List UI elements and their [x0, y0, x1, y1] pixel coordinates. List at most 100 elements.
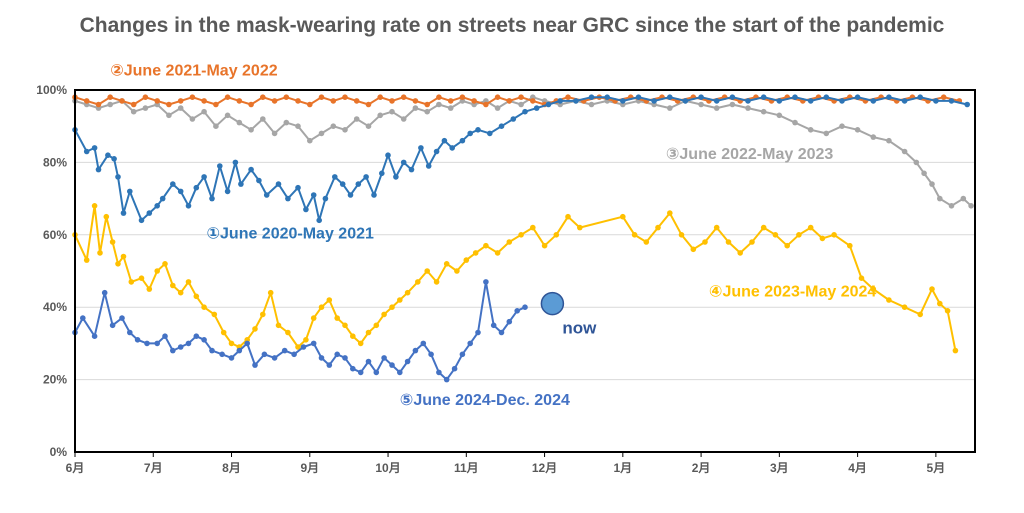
data-point: [776, 112, 783, 119]
data-point: [901, 304, 908, 311]
data-point: [506, 98, 513, 104]
data-point: [381, 311, 387, 318]
data-point: [295, 184, 301, 191]
data-point: [271, 98, 278, 104]
data-point: [471, 98, 477, 104]
x-tick-label: 4月: [848, 461, 867, 475]
data-point: [185, 279, 192, 285]
data-point: [154, 340, 160, 347]
data-point: [807, 127, 814, 133]
data-point: [968, 203, 974, 209]
y-tick-label: 100%: [36, 83, 67, 97]
data-point: [193, 184, 200, 191]
data-point: [365, 101, 372, 108]
data-point: [449, 145, 456, 151]
data-point: [111, 156, 117, 162]
data-point: [377, 94, 384, 100]
data-point: [107, 101, 113, 108]
data-point: [533, 105, 540, 111]
series-5: [72, 279, 528, 383]
data-point: [447, 105, 454, 111]
data-point: [487, 130, 493, 137]
plot-frame: [74, 89, 976, 453]
data-point: [219, 351, 225, 358]
data-point: [201, 304, 207, 311]
data-point: [80, 315, 86, 321]
data-point: [310, 340, 317, 347]
data-point: [285, 329, 291, 336]
data-point: [211, 311, 218, 318]
data-point: [275, 322, 282, 329]
data-point: [83, 148, 90, 155]
series-line: [74, 204, 957, 352]
series-1: [72, 94, 970, 224]
data-point: [342, 355, 348, 361]
data-point: [463, 257, 470, 263]
data-point: [490, 322, 497, 329]
data-point: [261, 351, 268, 358]
data-point: [760, 94, 767, 100]
data-point: [631, 232, 638, 238]
data-point: [937, 300, 943, 307]
data-point: [252, 326, 258, 332]
data-point: [365, 358, 372, 365]
data-point: [134, 337, 141, 343]
data-point: [565, 213, 571, 220]
data-point: [518, 232, 524, 238]
data-point: [433, 279, 440, 285]
data-point: [107, 94, 113, 100]
data-point: [252, 362, 258, 368]
data-point: [952, 347, 959, 354]
data-point: [283, 119, 290, 126]
data-point: [115, 261, 121, 267]
data-point: [159, 195, 166, 202]
data-point: [760, 108, 767, 115]
data-point: [494, 105, 501, 111]
data-point: [103, 213, 110, 220]
data-point: [443, 376, 450, 383]
data-point: [97, 250, 103, 256]
data-point: [929, 286, 935, 292]
data-point: [901, 98, 908, 104]
data-point: [408, 166, 415, 173]
data-point: [91, 203, 98, 209]
data-point: [120, 210, 127, 216]
x-tick-label: 1月: [613, 461, 632, 475]
data-point: [228, 355, 235, 361]
data-point: [483, 242, 489, 249]
data-point: [365, 123, 372, 129]
data-point: [854, 94, 861, 100]
data-point: [228, 340, 235, 347]
data-point: [713, 105, 720, 111]
data-point: [120, 253, 127, 260]
data-point: [101, 289, 108, 296]
data-point: [119, 98, 125, 104]
data-point: [760, 224, 767, 231]
data-point: [83, 257, 90, 263]
data-point: [379, 170, 385, 177]
data-point: [940, 94, 947, 100]
data-point: [424, 268, 431, 274]
data-point: [412, 105, 419, 111]
data-point: [737, 250, 743, 256]
data-point: [921, 170, 927, 177]
data-point: [177, 98, 184, 104]
chart-title: Changes in the mask-wearing rate on stre…: [79, 14, 945, 37]
series-label-3: ③June 2022-May 2023: [666, 146, 834, 163]
x-tick-label: 7月: [144, 461, 163, 475]
data-point: [318, 130, 325, 137]
data-point: [209, 195, 215, 202]
data-point: [823, 94, 830, 100]
data-point: [858, 275, 865, 282]
data-point: [295, 98, 301, 104]
data-point: [886, 94, 892, 100]
x-tick-label: 8月: [222, 461, 241, 475]
data-point: [355, 181, 362, 187]
data-point: [518, 101, 524, 108]
data-point: [189, 116, 196, 122]
data-point: [713, 98, 720, 104]
data-point: [937, 195, 943, 202]
data-point: [105, 152, 111, 158]
data-point: [807, 98, 814, 104]
